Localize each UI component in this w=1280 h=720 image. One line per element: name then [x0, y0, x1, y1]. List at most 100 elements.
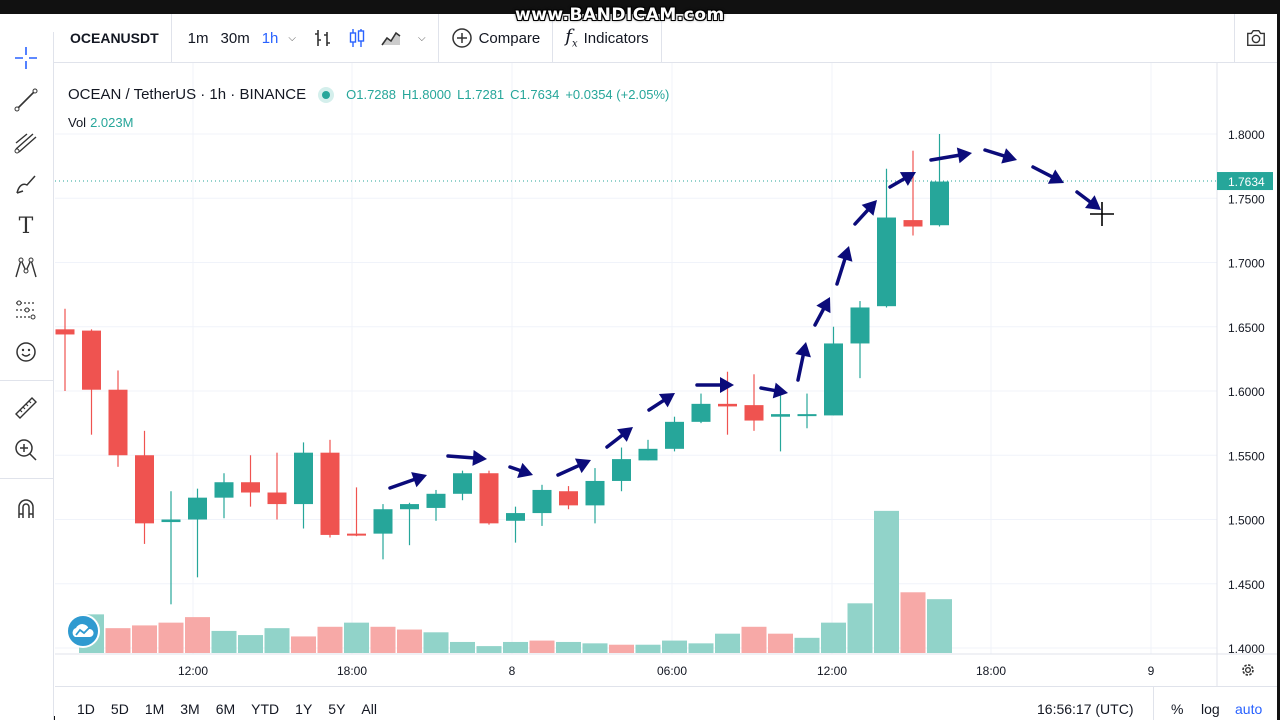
candle-body[interactable]	[903, 220, 923, 227]
chart-pane[interactable]: 1.8000 1.7500 1.7000 1.6500 1.6000 1.5500 1.50…	[55, 63, 1277, 686]
zoom-tool[interactable]	[12, 436, 40, 464]
candle-body[interactable]	[744, 405, 764, 421]
brush-tool[interactable]	[12, 170, 40, 198]
candle-body[interactable]	[824, 343, 843, 416]
volume-bar	[821, 622, 846, 653]
volume-bar	[900, 592, 926, 653]
range-3m-button[interactable]: 3M	[180, 700, 200, 717]
high-value: H1.8000	[402, 87, 452, 102]
annotation-arrow-line	[888, 177, 906, 189]
candle-body[interactable]	[347, 533, 366, 536]
candle-body[interactable]	[294, 452, 313, 505]
fib-tool[interactable]	[12, 128, 40, 156]
top-toolbar: OCEANUSDT 1m 30m 1h ⌵ ⌵ Compare fx Indic…	[0, 14, 1277, 63]
annotation-arrow-line	[759, 386, 776, 393]
magnet-tool[interactable]	[12, 495, 40, 523]
annotation-arrowhead	[1001, 148, 1017, 164]
range-1m-button[interactable]: 1M	[144, 700, 165, 717]
candle-body[interactable]	[638, 448, 658, 461]
time-tick-label: 06:00	[657, 664, 687, 678]
last-price-tag	[1217, 172, 1273, 191]
text-tool[interactable]: T	[12, 212, 40, 240]
volume-bar	[211, 630, 237, 653]
pitchfork-icon	[14, 133, 37, 154]
candle-body[interactable]	[479, 473, 499, 524]
candle-chart-style-icon[interactable]	[346, 27, 368, 49]
candle-body[interactable]	[241, 482, 260, 493]
candle-body[interactable]	[188, 497, 207, 520]
candle-body[interactable]	[612, 459, 631, 481]
auto-scale-button[interactable]: auto	[1235, 700, 1263, 717]
ruler-icon	[15, 397, 37, 419]
candle-body[interactable]	[400, 504, 419, 510]
zoom-in-icon	[15, 439, 37, 461]
annotation-arrow-line	[813, 307, 826, 327]
candle-body[interactable]	[82, 330, 101, 390]
pattern-tool[interactable]	[12, 254, 40, 282]
date-range-group: 1D 5D 1M 3M 6M YTD 1Y 5Y All	[55, 701, 385, 717]
crosshair-tool[interactable]	[12, 44, 40, 72]
timeframe-1h-button[interactable]: 1h	[261, 29, 279, 47]
screenshot-button[interactable]	[1235, 14, 1277, 62]
prediction-tool[interactable]	[12, 296, 40, 324]
candle-body[interactable]	[850, 307, 870, 344]
area-chart-style-icon[interactable]	[380, 27, 402, 49]
smiley-icon	[16, 342, 36, 362]
crosshair-icon	[15, 47, 37, 69]
camera-icon	[1247, 29, 1265, 47]
log-scale-button[interactable]: log	[1201, 700, 1220, 717]
candle-body[interactable]	[532, 489, 552, 514]
volume-bar	[794, 637, 820, 653]
tradingview-logo[interactable]	[66, 614, 100, 648]
candle-body[interactable]	[691, 403, 711, 422]
timeframe-30m-button[interactable]: 30m	[220, 29, 250, 47]
annotation-arrow-line	[605, 433, 624, 449]
candle-body[interactable]	[930, 181, 949, 226]
range-5d-button[interactable]: 5D	[110, 700, 129, 717]
candle-body[interactable]	[214, 482, 234, 498]
emoji-tool[interactable]	[12, 338, 40, 366]
candle-body[interactable]	[55, 329, 75, 335]
volume-bar	[344, 622, 369, 653]
toolbar-divider	[437, 14, 439, 62]
candle-body[interactable]	[320, 452, 340, 535]
range-1y-button[interactable]: 1Y	[295, 700, 313, 717]
range-ytd-button[interactable]: YTD	[251, 700, 280, 717]
timeframe-dropdown-icon[interactable]: ⌵	[288, 32, 296, 44]
range-5y-button[interactable]: 5Y	[328, 700, 346, 717]
candle-body[interactable]	[877, 217, 896, 307]
candle-body[interactable]	[161, 519, 181, 523]
trend-line-tool[interactable]	[12, 86, 40, 114]
range-1d-button[interactable]: 1D	[77, 700, 95, 717]
candle-body[interactable]	[267, 492, 287, 505]
price-chart[interactable]: 1.8000 1.7500 1.7000 1.6500 1.6000 1.5500 1.50…	[55, 63, 1277, 686]
range-6m-button[interactable]: 6M	[215, 700, 236, 717]
chart-style-dropdown-icon[interactable]: ⌵	[417, 32, 426, 44]
candle-body[interactable]	[797, 414, 817, 417]
candle-body[interactable]	[585, 480, 605, 506]
compare-button[interactable]: Compare	[439, 14, 553, 62]
indicators-button[interactable]: fx Indicators	[553, 14, 660, 62]
candle-body[interactable]	[718, 403, 737, 407]
candle-body[interactable]	[506, 513, 525, 521]
percent-scale-button[interactable]: %	[1171, 700, 1184, 717]
symbol-search-button[interactable]: OCEANUSDT	[70, 30, 159, 46]
candle-body[interactable]	[559, 491, 578, 506]
timeframe-1m-button[interactable]: 1m	[187, 29, 209, 47]
settings-gear-icon[interactable]	[1242, 664, 1254, 676]
candle-body[interactable]	[373, 509, 393, 534]
candle-body[interactable]	[665, 421, 684, 449]
volume-bar	[688, 643, 714, 653]
candle-body[interactable]	[771, 414, 790, 417]
measure-tool[interactable]	[12, 394, 40, 422]
range-all-button[interactable]: All	[361, 700, 377, 717]
candle-body[interactable]	[453, 473, 472, 494]
bar-chart-style-icon[interactable]	[312, 27, 334, 49]
candle-body[interactable]	[108, 389, 128, 456]
candle-body[interactable]	[426, 493, 446, 508]
candle-body[interactable]	[135, 455, 154, 524]
volume-bar	[397, 629, 422, 653]
utc-clock[interactable]: 16:56:17 (UTC)	[1037, 700, 1134, 717]
volume-value: 2.023M	[90, 115, 134, 130]
cloud-chart-icon	[72, 624, 94, 637]
